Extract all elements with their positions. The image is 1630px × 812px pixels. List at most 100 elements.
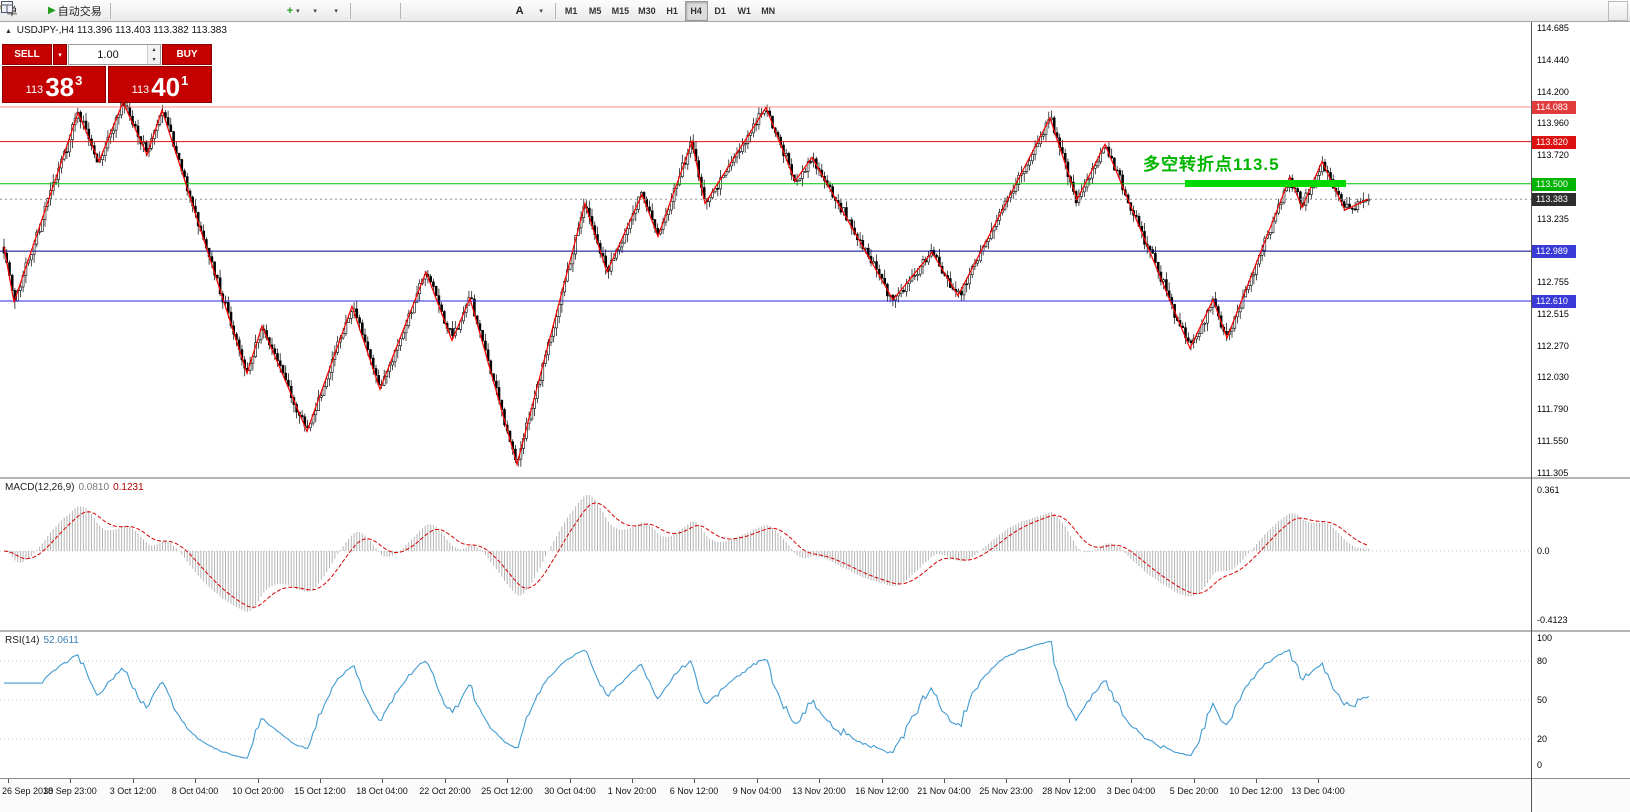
trendline-tool-button[interactable] [1, 1, 467, 21]
channel-tool-button[interactable] [0, 1, 488, 21]
tf-mn-button[interactable]: MN [757, 1, 780, 21]
volume-input[interactable] [69, 45, 147, 64]
time-label: 5 Dec 20:00 [1169, 786, 1219, 796]
time-label: 22 Oct 20:00 [419, 786, 471, 796]
time-label: 16 Nov 12:00 [855, 786, 909, 796]
pivot-annotation-text[interactable]: 多空转折点113.5 [1143, 155, 1280, 174]
time-label: 30 Oct 04:00 [544, 786, 596, 796]
fibonacci-tool-button[interactable] [1, 1, 509, 21]
time-tick [8, 779, 9, 783]
cursor-button[interactable] [3, 1, 375, 21]
autotrade-button[interactable]: ▶ 自动交易 [44, 1, 106, 21]
rsi-scale-label: 100 [1537, 633, 1553, 643]
tile-windows-button[interactable] [1, 1, 240, 21]
zigzag-line [3, 100, 1369, 467]
time-label: 15 Oct 12:00 [294, 786, 346, 796]
bar-chart-button[interactable] [2, 1, 135, 21]
add-indicator-button[interactable]: + ▾ [283, 1, 304, 21]
rsi-scale-label: 80 [1537, 656, 1548, 666]
tf-w1-button[interactable]: W1 [733, 1, 756, 21]
macd-panel[interactable]: MACD(12,26,9) 0.0810 0.1231 0.361 0.0 -0.412… [0, 477, 1630, 630]
price-chart-canvas [0, 98, 1531, 467]
caret-down-icon: ▾ [58, 51, 62, 59]
time-label: 13 Dec 04:00 [1291, 786, 1345, 796]
cascade-windows-button[interactable] [1, 1, 261, 21]
one-click-trading-panel: SELL ▾ ▴ ▾ BUY 113 38 3 113 [2, 44, 212, 103]
toolbar-separator [399, 2, 401, 19]
arrows-caret-icon: ▾ [539, 7, 543, 15]
y-axis-label: 113.720 [1537, 150, 1569, 160]
horizontal-line-tool-button[interactable] [1, 1, 446, 21]
volume-up-icon[interactable]: ▴ [152, 47, 156, 54]
price-scale[interactable]: 114.685114.440114.200113.960113.720113.4… [1532, 22, 1630, 478]
trade-options-caret[interactable]: ▾ [53, 44, 67, 65]
templates-button[interactable]: ▾ [1, 1, 346, 21]
chart-symbol-timeframe: USDJPY-,H4 [16, 25, 75, 36]
y-axis-label: 111.790 [1537, 404, 1569, 414]
tf-m15-button[interactable]: M15 [608, 1, 634, 21]
rsi-line [4, 641, 1370, 759]
time-tick [819, 779, 820, 783]
buy-label[interactable]: BUY [162, 44, 212, 65]
time-label: 1 Nov 20:00 [607, 786, 657, 796]
macd-canvas [0, 494, 1531, 612]
buy-price-button[interactable]: 113 40 1 [108, 66, 212, 103]
time-label: 25 Oct 12:00 [481, 786, 533, 796]
text-tool-label: A [515, 4, 524, 17]
candles-layer [2, 98, 1371, 467]
macd-name: MACD(12,26,9) [5, 482, 75, 493]
time-label: 25 Nov 23:00 [979, 786, 1033, 796]
tf-m30-button[interactable]: M30 [634, 1, 660, 21]
macd-scale-label: -0.4123 [1537, 615, 1568, 625]
rsi-panel[interactable]: RSI(14) 52.0611 100 80 50 20 0 [0, 630, 1630, 778]
time-tick [1194, 779, 1195, 783]
zoom-out-button[interactable] [1, 1, 219, 21]
workspace-button[interactable] [1, 0, 1628, 21]
time-tick [445, 779, 446, 783]
price-level-badge: 112.989 [1532, 245, 1576, 258]
price-level-badge: 113.820 [1532, 136, 1576, 149]
tf-m1-button[interactable]: M1 [560, 1, 583, 21]
y-axis-label: 112.270 [1537, 341, 1569, 351]
text-tool-button[interactable]: A [510, 1, 530, 21]
arrows-tool-button[interactable]: ▾ [2, 1, 551, 21]
macd-scale-label: 0.361 [1537, 485, 1560, 495]
macd-scale[interactable]: 0.361 0.0 -0.4123 [1532, 479, 1630, 630]
macd-signal-line [3, 502, 1369, 608]
sell-label[interactable]: SELL [2, 44, 52, 65]
tf-m5-button[interactable]: M5 [584, 1, 607, 21]
time-label: 8 Oct 04:00 [171, 786, 219, 796]
alerts-button[interactable] [0, 1, 43, 21]
vertical-line-tool-button[interactable] [6, 1, 425, 21]
y-axis-label: 114.200 [1537, 87, 1569, 97]
zoom-in-button[interactable] [1, 1, 198, 21]
price-level-badge: 113.500 [1532, 178, 1576, 191]
tf-h1-button[interactable]: H1 [661, 1, 684, 21]
candlestick-chart-button[interactable] [2, 1, 156, 21]
time-axis[interactable]: 26 Sep 2018 30 Sep 23:00 3 Oct 12:00 8 Oct … [0, 778, 1630, 812]
tf-d1-button[interactable]: D1 [709, 1, 732, 21]
time-tick [570, 779, 571, 783]
crosshair-button[interactable] [1, 1, 396, 21]
templates-caret-icon: ▾ [334, 7, 338, 15]
rsi-scale[interactable]: 100 80 50 20 0 [1532, 632, 1630, 778]
periods-button[interactable]: ▾ [1, 1, 325, 21]
volume-down-icon[interactable]: ▾ [152, 56, 156, 63]
volume-spinner[interactable]: ▴ ▾ [147, 45, 160, 64]
tf-h4-button[interactable]: H4 [684, 0, 708, 21]
time-label: 13 Nov 20:00 [792, 786, 846, 796]
time-tick [133, 779, 134, 783]
price-chart-panel[interactable]: ▲ USDJPY-,H4 113.396 113.403 113.382 113… [0, 22, 1630, 478]
line-chart-button[interactable] [0, 1, 177, 21]
time-tick [757, 779, 758, 783]
time-label: 18 Oct 04:00 [356, 786, 408, 796]
macd-scale-label: 0.0 [1537, 546, 1550, 556]
sell-price-button[interactable]: 113 38 3 [2, 66, 106, 103]
pivot-annotation-line[interactable] [1185, 180, 1346, 187]
time-tick [882, 779, 883, 783]
data-window-button[interactable] [1, 1, 282, 21]
scale-separator-line [1531, 22, 1532, 812]
search-button[interactable] [1, 1, 1607, 21]
time-label: 28 Nov 12:00 [1042, 786, 1096, 796]
rsi-scale-label: 20 [1537, 734, 1548, 744]
